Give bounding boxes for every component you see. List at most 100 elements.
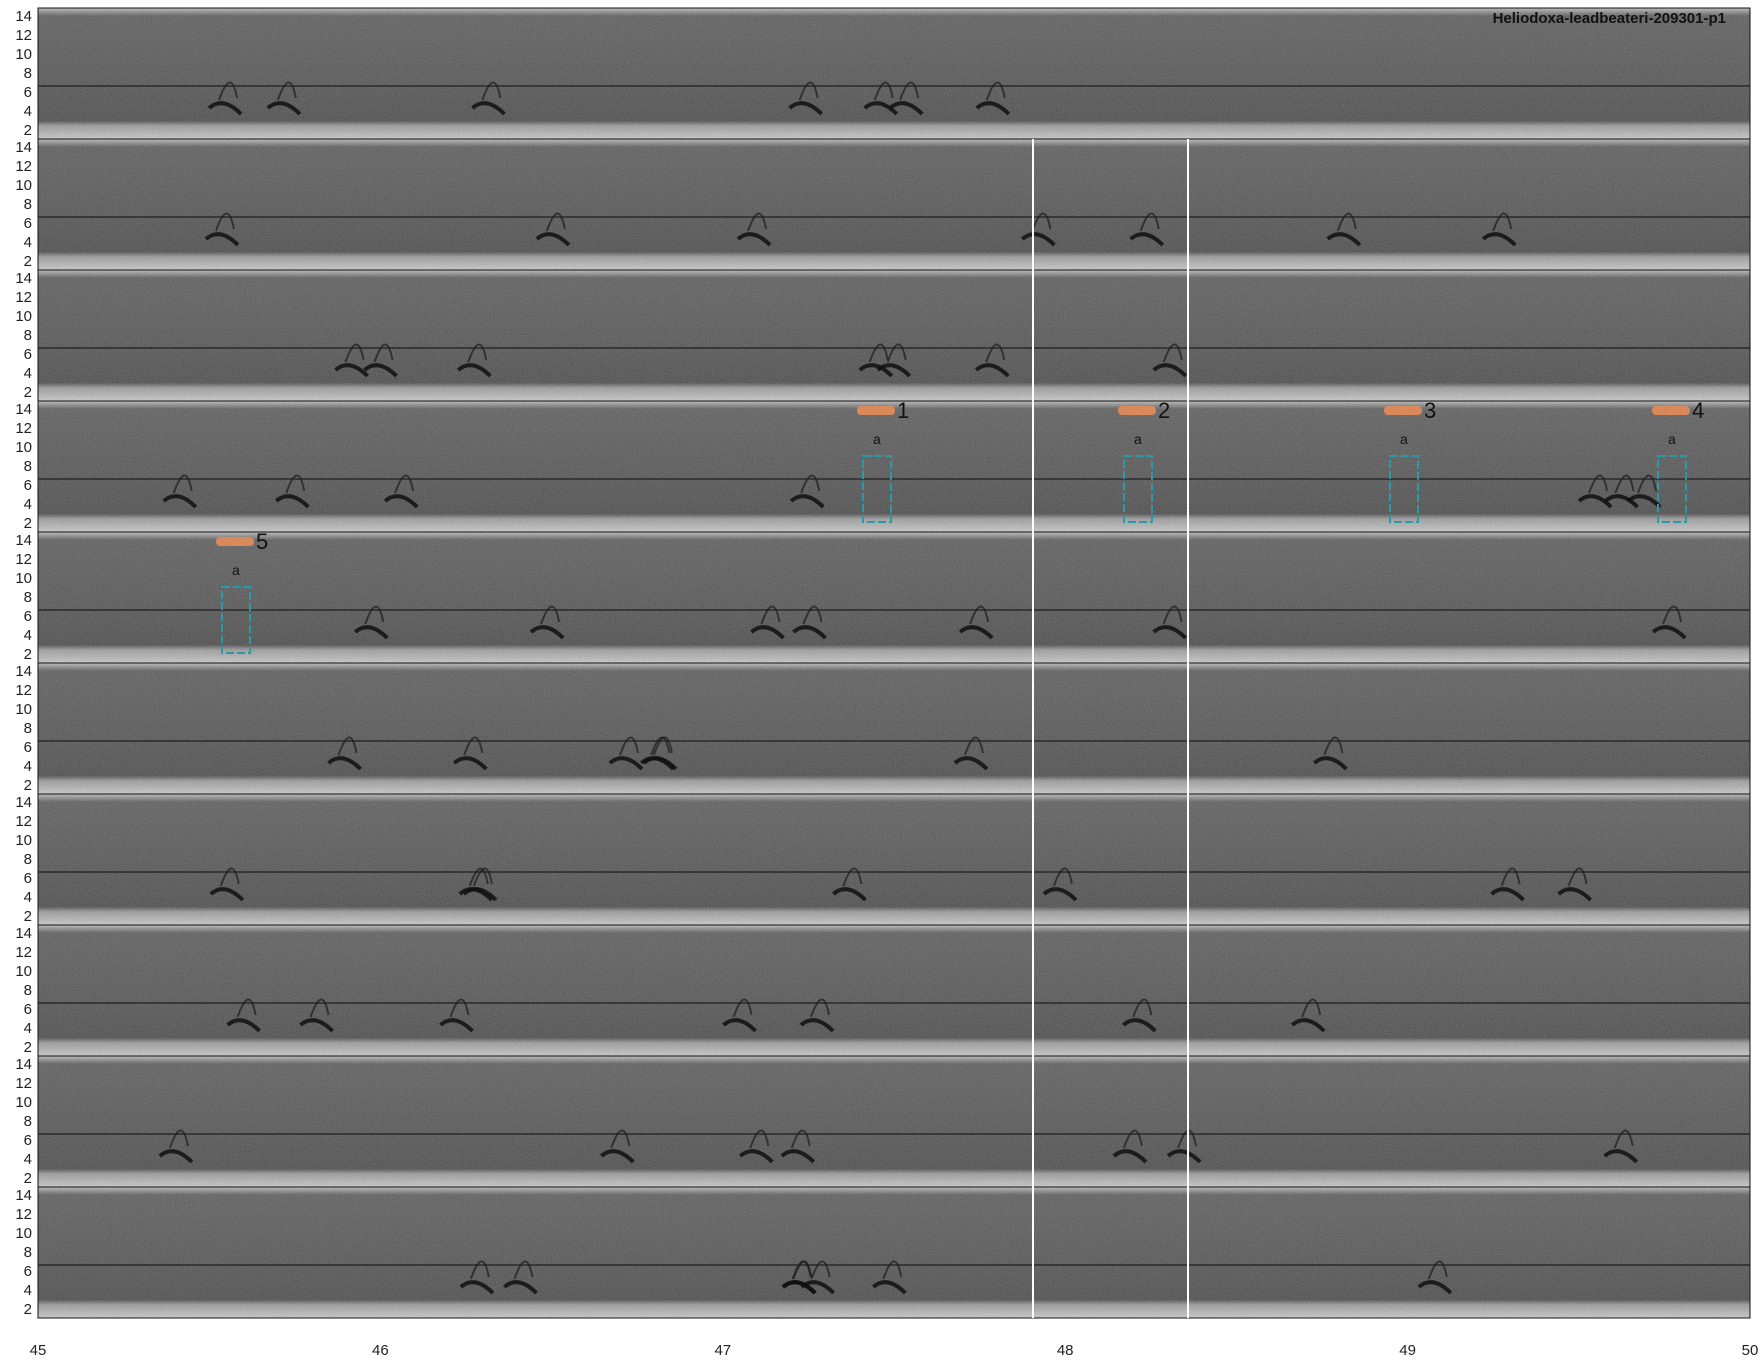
call-trace bbox=[456, 363, 492, 378]
call-arc bbox=[1588, 474, 1609, 494]
call-trace bbox=[975, 101, 1011, 116]
call-arc bbox=[1500, 867, 1521, 887]
call-arc bbox=[309, 998, 330, 1018]
call-trace bbox=[1313, 756, 1348, 771]
call-arc bbox=[800, 474, 821, 494]
call-arc bbox=[468, 867, 489, 887]
row-noise bbox=[38, 532, 1750, 663]
call-trace bbox=[439, 1018, 474, 1033]
call-trace bbox=[452, 756, 488, 771]
call-arc bbox=[760, 605, 781, 625]
y-tick-label: 4 bbox=[23, 103, 32, 120]
y-tick-label: 2 bbox=[23, 384, 32, 401]
call-trace bbox=[736, 232, 772, 247]
y-tick-label: 14 bbox=[15, 1056, 32, 1073]
y-tick-label: 14 bbox=[15, 270, 32, 287]
y-tick-label: 10 bbox=[15, 1225, 32, 1242]
y-tick-label: 14 bbox=[15, 794, 32, 811]
call-arc bbox=[469, 1260, 490, 1280]
call-arc bbox=[882, 1260, 903, 1280]
y-tick-label: 14 bbox=[15, 401, 32, 418]
call-arc bbox=[1662, 605, 1683, 625]
call-arc bbox=[1031, 212, 1052, 232]
call-arc bbox=[802, 605, 823, 625]
call-trace bbox=[782, 1280, 817, 1295]
call-arc bbox=[1162, 605, 1183, 625]
call-arc bbox=[344, 343, 365, 363]
call-trace bbox=[299, 1018, 334, 1033]
call-arc bbox=[394, 474, 415, 494]
call-arc bbox=[963, 736, 984, 756]
y-tick-label: 2 bbox=[23, 908, 32, 925]
call-trace bbox=[639, 756, 675, 771]
call-arc bbox=[810, 998, 830, 1018]
call-arc bbox=[449, 998, 470, 1018]
call-arc bbox=[899, 81, 920, 101]
y-tick-label: 10 bbox=[15, 308, 32, 325]
call-arc bbox=[749, 1129, 770, 1149]
call-trace bbox=[858, 363, 894, 378]
call-arc bbox=[810, 1260, 831, 1280]
x-tick-label: 50 bbox=[1741, 1342, 1759, 1359]
call-trace bbox=[1326, 232, 1362, 247]
call-trace bbox=[162, 494, 198, 509]
row-noise bbox=[38, 8, 1750, 139]
call-arc bbox=[1336, 212, 1357, 232]
y-tick-label: 12 bbox=[15, 289, 32, 306]
row-noise bbox=[38, 1187, 1750, 1318]
call-trace bbox=[274, 494, 310, 509]
y-tick-label: 2 bbox=[23, 122, 32, 139]
call-arc bbox=[790, 1129, 811, 1149]
y-tick-label: 8 bbox=[23, 1244, 32, 1261]
spectrogram-row bbox=[37, 1055, 1751, 1188]
annotation-number: 2 bbox=[1158, 398, 1171, 423]
y-tick-label: 8 bbox=[23, 720, 32, 737]
spectrogram-row bbox=[37, 924, 1751, 1057]
call-arc bbox=[1323, 736, 1344, 756]
y-tick-label: 12 bbox=[15, 158, 32, 175]
call-arc bbox=[1052, 867, 1073, 887]
call-arc bbox=[1492, 212, 1513, 232]
call-trace bbox=[953, 756, 989, 771]
y-tick-label: 4 bbox=[23, 758, 32, 775]
y-tick-label: 4 bbox=[23, 627, 32, 644]
annotation-label: a bbox=[1134, 431, 1142, 447]
call-trace bbox=[958, 625, 994, 640]
call-trace bbox=[334, 363, 369, 378]
annotation-marker bbox=[1652, 406, 1690, 415]
annotation-box bbox=[1123, 455, 1153, 523]
y-tick-label: 2 bbox=[23, 1301, 32, 1318]
y-tick-label: 14 bbox=[15, 663, 32, 680]
call-trace bbox=[1152, 625, 1188, 640]
y-tick-label: 2 bbox=[23, 1170, 32, 1187]
y-tick-label: 8 bbox=[23, 851, 32, 868]
call-trace bbox=[1557, 887, 1593, 902]
annotation-marker bbox=[216, 537, 254, 546]
spectrogram-row bbox=[37, 138, 1751, 271]
call-trace bbox=[1129, 232, 1165, 247]
y-tick-label: 6 bbox=[23, 739, 32, 756]
call-trace bbox=[458, 887, 494, 902]
x-tick-label: 45 bbox=[29, 1342, 47, 1359]
call-trace bbox=[1042, 887, 1078, 902]
y-tick-label: 10 bbox=[15, 177, 32, 194]
y-tick-label: 14 bbox=[15, 925, 32, 942]
annotation-box bbox=[862, 455, 892, 523]
call-arc bbox=[868, 343, 889, 363]
call-arc bbox=[219, 867, 240, 887]
call-trace bbox=[871, 1280, 907, 1295]
call-trace bbox=[608, 756, 644, 771]
call-arc bbox=[1567, 867, 1588, 887]
call-trace bbox=[266, 101, 302, 116]
call-trace bbox=[1021, 232, 1056, 247]
call-trace bbox=[780, 1149, 816, 1164]
call-trace bbox=[1152, 363, 1188, 378]
call-trace bbox=[1490, 887, 1525, 902]
call-arc bbox=[472, 867, 493, 887]
call-arc bbox=[969, 605, 990, 625]
call-arc bbox=[481, 81, 502, 101]
y-tick-label: 2 bbox=[23, 253, 32, 270]
call-arc bbox=[1427, 1260, 1448, 1280]
y-tick-label: 12 bbox=[15, 551, 32, 568]
x-tick-label: 48 bbox=[1056, 1342, 1074, 1359]
